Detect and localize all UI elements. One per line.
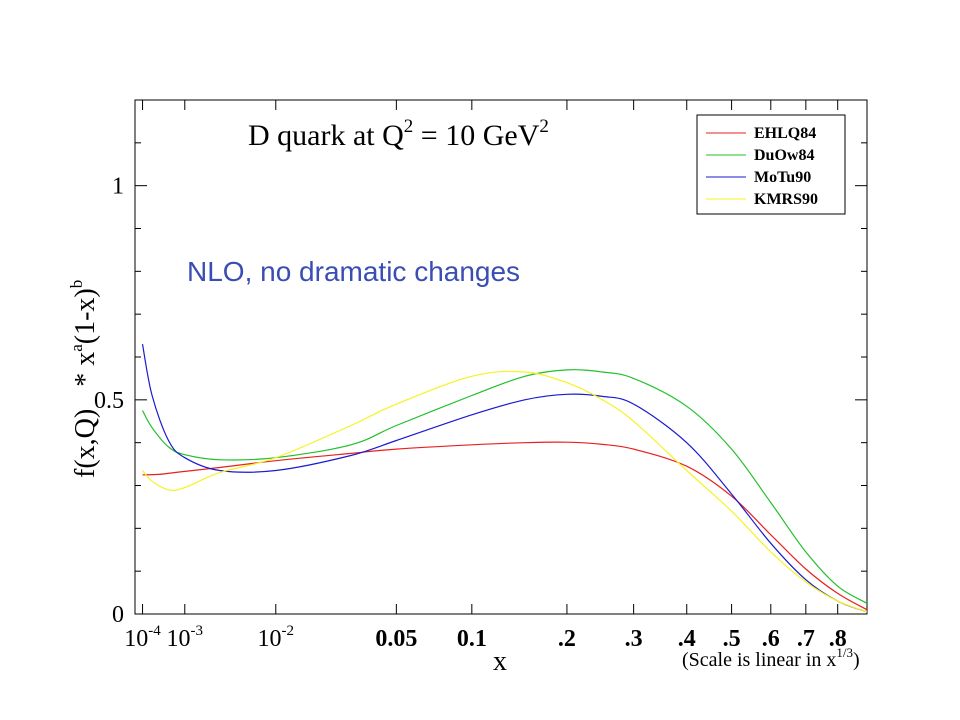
y-label-part3: (1-x)	[70, 288, 101, 344]
scale-note-close: )	[853, 649, 860, 671]
x-tick-label: .8	[829, 626, 847, 652]
x-tick-label: 10-3	[167, 623, 204, 652]
x-tick-base: 10	[167, 626, 191, 652]
x-tick-label: 10-2	[258, 623, 295, 652]
y-tick-label: 0.5	[94, 388, 124, 414]
x-tick-label: 0.05	[375, 626, 417, 652]
legend: EHLQ84 DuOw84 MoTu90 KMRS90	[696, 114, 846, 215]
y-tick-labels: 00.51	[94, 174, 124, 628]
x-tick-exponent: -3	[191, 623, 204, 639]
chart-title: D quark at Q2 = 10 GeV2	[248, 116, 549, 152]
series-line-motu90	[141, 343, 868, 613]
x-tick-label: .4	[678, 626, 696, 652]
y-label-part2: * x	[70, 352, 101, 387]
y-label-sup-a: a	[67, 344, 86, 352]
series-lines	[141, 343, 868, 613]
series-line-duow84	[141, 369, 868, 604]
legend-label-kmrs90: KMRS90	[754, 191, 818, 208]
annotation-text: NLO, no dramatic changes	[187, 256, 520, 287]
y-label-sup-b: b	[67, 280, 86, 289]
y-axis-label: f(x,Q) * xa(1-x)b	[67, 280, 101, 478]
scale-note-sup: 1/3	[836, 645, 853, 660]
x-tick-exponent: -4	[148, 623, 161, 639]
x-tick-label: .5	[723, 626, 741, 652]
x-tick-label: .6	[762, 626, 780, 652]
x-tick-base: 10	[258, 626, 282, 652]
scale-note-text: (Scale is linear in x	[682, 649, 836, 671]
title-text: D quark at Q	[248, 119, 404, 152]
x-tick-label: .3	[625, 626, 643, 652]
x-tick-label: .2	[558, 626, 576, 652]
series-line-ehlq84	[142, 441, 868, 611]
title-sup2: 2	[539, 116, 549, 137]
legend-label-duow84: DuOw84	[754, 147, 814, 164]
y-tick-label: 1	[112, 174, 124, 200]
tick-marks	[135, 99, 867, 615]
x-tick-label: .7	[797, 626, 815, 652]
y-label-part1: f(x,Q)	[70, 409, 101, 478]
x-tick-label: 10-4	[124, 623, 161, 652]
y-tick-label: 0	[112, 602, 124, 628]
legend-label-motu90: MoTu90	[754, 169, 811, 186]
x-axis-label: x	[493, 646, 507, 677]
x-tick-exponent: -2	[282, 623, 295, 639]
title-sup1: 2	[404, 116, 414, 137]
x-tick-label: 0.1	[457, 626, 487, 652]
x-tick-labels: 10-4 10-3 10-2 0.05 0.1.2.3.4.5.6.7.8	[124, 623, 846, 652]
title-rest: = 10 GeV	[413, 119, 539, 152]
scale-note: (Scale is linear in x1/3)	[682, 645, 860, 671]
series-line-kmrs90	[142, 370, 868, 613]
legend-label-ehlq84: EHLQ84	[754, 125, 816, 142]
legend-box	[696, 114, 846, 215]
x-tick-base: 10	[124, 626, 148, 652]
